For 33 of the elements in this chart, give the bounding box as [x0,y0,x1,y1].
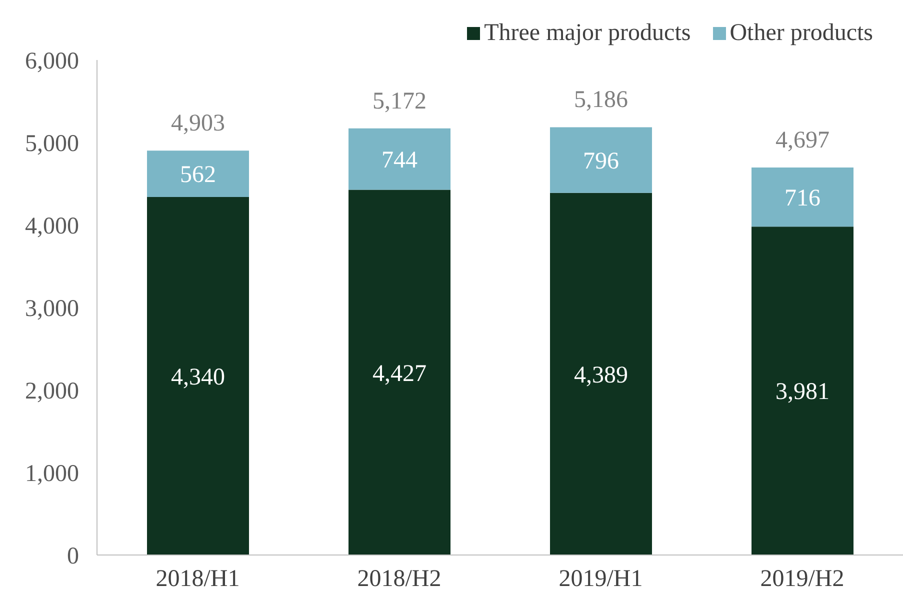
bar [147,196,249,555]
data-label: 4,389 [574,362,628,388]
bar [147,150,249,197]
y-tick-label: 0 [67,544,79,570]
data-label: 3,981 [776,379,830,406]
bar [752,168,854,227]
x-tick-label: 2019/H2 [760,566,844,592]
bar [550,192,652,555]
y-tick-label: 4,000 [25,214,79,240]
data-label: 562 [180,162,216,188]
data-label: 796 [583,148,619,174]
legend-label: Three major products [483,20,691,47]
y-tick-label: 3,000 [25,296,79,322]
legend-label: Other products [728,20,873,47]
y-tick-label: 1,000 [25,461,79,488]
bar [550,127,652,193]
bar [348,190,450,555]
data-label: 716 [784,185,820,212]
x-tick-label: 2018/H2 [357,566,442,592]
bar [752,226,854,555]
total-label: 4,903 [171,110,225,137]
x-tick-label: 2018/H1 [156,566,240,592]
data-label: 4,427 [372,360,426,387]
y-tick-label: 5,000 [25,131,79,158]
total-label: 5,172 [372,88,426,114]
x-tick-label: 2019/H1 [558,566,643,592]
data-label: 744 [382,147,418,174]
bar [348,128,450,190]
total-label: 4,697 [776,127,830,154]
y-tick-label: 6,000 [25,48,79,75]
y-tick-label: 2,000 [25,378,79,405]
data-label: 4,340 [171,364,225,390]
total-label: 5,186 [574,87,628,114]
